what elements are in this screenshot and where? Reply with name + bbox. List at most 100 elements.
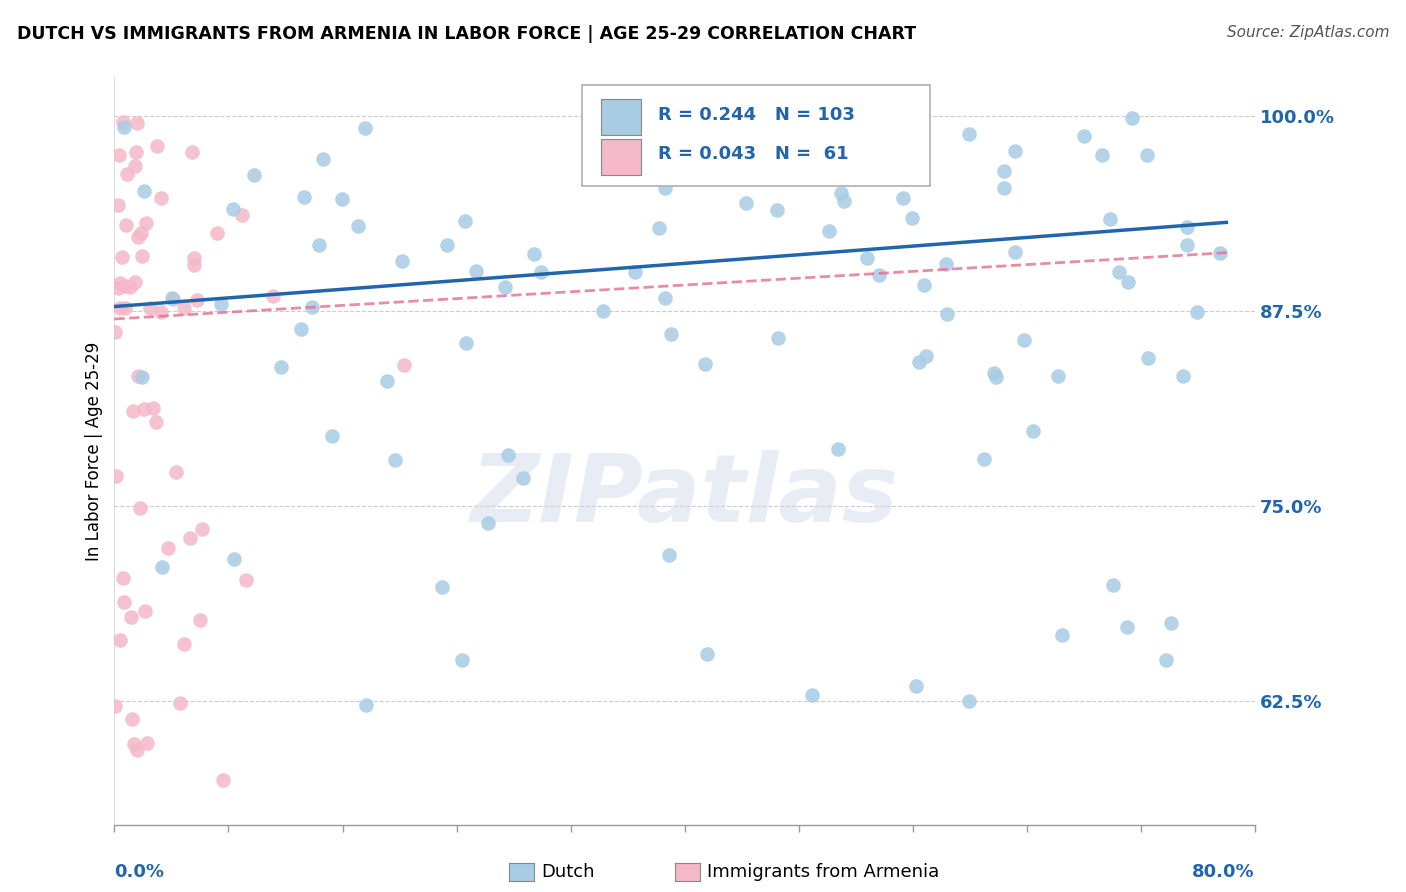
Point <box>592 304 614 318</box>
Point <box>375 374 398 388</box>
Point <box>436 238 458 252</box>
Point <box>456 336 478 351</box>
Text: R = 0.043   N =  61: R = 0.043 N = 61 <box>658 145 849 163</box>
Point <box>104 325 127 339</box>
Point <box>156 541 179 555</box>
Point <box>308 237 330 252</box>
Point <box>1004 145 1026 159</box>
Point <box>112 120 135 134</box>
Point <box>477 516 499 530</box>
Point <box>659 327 682 342</box>
Point <box>1091 148 1114 162</box>
Point <box>765 202 787 217</box>
Point <box>1209 245 1232 260</box>
Point <box>973 452 995 467</box>
Point <box>120 280 142 294</box>
Point <box>984 370 1007 384</box>
Point <box>330 192 353 206</box>
Point <box>150 191 173 205</box>
Point <box>104 699 127 714</box>
Point <box>107 280 129 294</box>
Point <box>1014 333 1036 347</box>
Point <box>1047 368 1070 383</box>
Point <box>904 679 927 693</box>
Point <box>1137 351 1160 366</box>
Point <box>270 360 292 375</box>
Point <box>817 224 839 238</box>
Point <box>222 202 245 216</box>
Point <box>908 355 931 369</box>
Point <box>654 180 676 194</box>
Point <box>127 369 149 384</box>
Point <box>188 613 211 627</box>
Point <box>321 429 343 443</box>
Point <box>121 404 143 418</box>
Point <box>127 743 149 757</box>
Point <box>901 211 924 226</box>
Point <box>183 251 205 265</box>
Point <box>650 134 672 148</box>
Point <box>169 697 191 711</box>
Point <box>356 698 378 713</box>
Point <box>186 293 208 307</box>
Point <box>173 637 195 651</box>
Point <box>454 214 477 228</box>
Point <box>523 247 546 261</box>
Point <box>983 367 1005 381</box>
Point <box>689 165 711 179</box>
Point <box>658 548 681 562</box>
Point <box>384 453 406 467</box>
Point <box>262 289 284 303</box>
Point <box>935 257 957 271</box>
Point <box>162 292 184 306</box>
Text: Dutch: Dutch <box>541 863 595 881</box>
Text: 0.0%: 0.0% <box>114 863 165 881</box>
Point <box>465 264 488 278</box>
Point <box>135 736 157 750</box>
Point <box>139 301 162 315</box>
Point <box>830 186 852 200</box>
Point <box>654 291 676 305</box>
Point <box>104 469 127 483</box>
Point <box>146 138 169 153</box>
Point <box>290 321 312 335</box>
Point <box>914 349 936 363</box>
Point <box>1052 628 1074 642</box>
Point <box>780 121 803 136</box>
Point <box>623 125 645 139</box>
Point <box>800 688 823 702</box>
Point <box>121 712 143 726</box>
Point <box>1004 244 1026 259</box>
Point <box>391 254 413 268</box>
Point <box>114 278 136 293</box>
Y-axis label: In Labor Force | Age 25-29: In Labor Force | Age 25-29 <box>86 342 103 561</box>
Point <box>183 258 205 272</box>
Point <box>856 251 879 265</box>
Point <box>1160 615 1182 630</box>
Point <box>108 301 131 315</box>
Point <box>957 694 980 708</box>
Point <box>179 531 201 545</box>
Point <box>132 401 155 416</box>
Point <box>231 208 253 222</box>
Text: Immigrants from Armenia: Immigrants from Armenia <box>707 863 939 881</box>
Point <box>301 301 323 315</box>
Text: 80.0%: 80.0% <box>1192 863 1256 881</box>
Point <box>128 500 150 515</box>
Point <box>1108 264 1130 278</box>
Point <box>392 358 415 372</box>
Point <box>1175 237 1198 252</box>
Point <box>211 772 233 787</box>
Point <box>1135 148 1157 162</box>
Point <box>112 595 135 609</box>
Point <box>451 652 474 666</box>
Bar <box>602 139 641 175</box>
Point <box>117 167 139 181</box>
Point <box>868 268 890 282</box>
Point <box>494 280 516 294</box>
Point <box>1154 653 1177 667</box>
Point <box>129 226 152 240</box>
Point <box>936 308 959 322</box>
Point <box>827 442 849 456</box>
Point <box>430 580 453 594</box>
